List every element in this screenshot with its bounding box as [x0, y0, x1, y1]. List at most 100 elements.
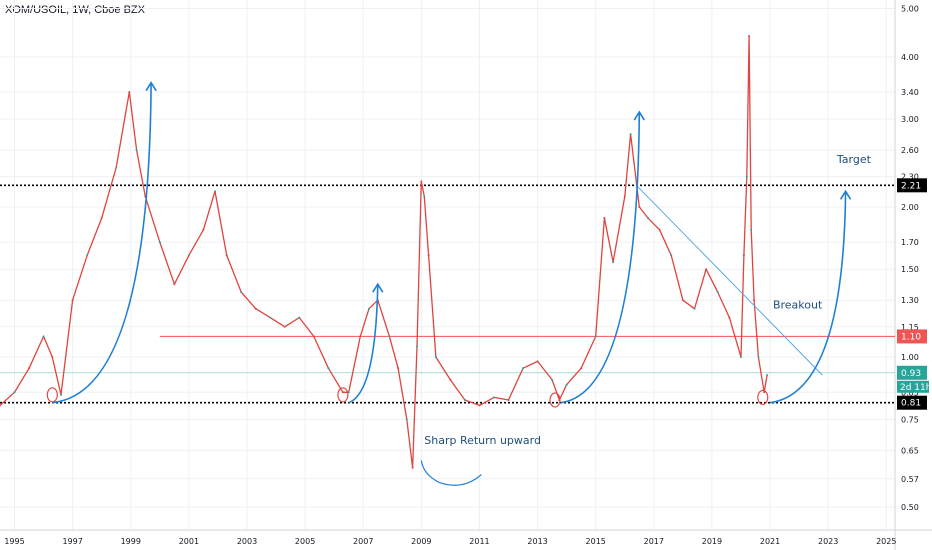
level-badge-label: 0.81 [901, 399, 921, 409]
price-point [100, 217, 103, 220]
price-point [507, 399, 510, 402]
growth-arrowhead [372, 282, 384, 293]
growth-arrowhead [145, 81, 157, 92]
price-point [423, 195, 426, 198]
growth-arrow [769, 191, 847, 404]
x-tick-label: 2011 [469, 537, 489, 546]
price-point [388, 335, 391, 338]
price-point [298, 316, 301, 319]
price-point [415, 345, 418, 348]
y-tick-label: 1.50 [901, 265, 919, 274]
symbol-title: XOM/USOIL, 1W, Cboe BZX [5, 4, 145, 16]
price-point [681, 299, 684, 302]
price-point [427, 254, 430, 257]
price-point [603, 217, 606, 220]
price-point [522, 367, 525, 370]
x-tick-label: 2007 [353, 537, 373, 546]
price-point [327, 367, 330, 370]
level-badge [897, 395, 927, 410]
price-point [449, 378, 452, 381]
y-tick-label: 0.75 [901, 415, 919, 424]
price-point [411, 466, 414, 469]
price-point [750, 228, 753, 231]
price-point [623, 195, 626, 198]
price-point [0, 404, 1, 407]
y-tick-label: 2.30 [901, 173, 919, 182]
growth-arrowhead [633, 110, 645, 121]
price-point [42, 335, 45, 338]
price-point [745, 175, 748, 178]
price-point [753, 299, 756, 302]
price-point [135, 149, 138, 152]
price-point [638, 205, 641, 208]
y-tick-label: 4.00 [901, 53, 919, 62]
sharp-return-label: Sharp Return upward [424, 434, 541, 447]
price-point [71, 299, 74, 302]
price-point [254, 307, 257, 310]
price-point [158, 241, 161, 244]
price-point [748, 35, 751, 38]
price-point [551, 378, 554, 381]
price-point [312, 335, 315, 338]
price-point [28, 367, 31, 370]
x-tick-label: 2001 [179, 537, 199, 546]
price-point [359, 335, 362, 338]
y-tick-label: 0.57 [901, 475, 919, 484]
level-badge-label: 2.21 [901, 181, 921, 191]
x-tick-label: 2003 [237, 537, 257, 546]
price-point [536, 360, 539, 363]
price-point [612, 261, 615, 264]
x-tick-label: 1995 [4, 537, 24, 546]
trendline [636, 184, 823, 376]
x-tick-label: 2023 [818, 537, 838, 546]
x-tick-label: 2025 [876, 537, 896, 546]
price-point [565, 383, 568, 386]
sharp-return-curve [420, 460, 482, 486]
price-point [739, 356, 742, 359]
growth-arrowhead [839, 189, 852, 200]
price-point [594, 335, 597, 338]
price-point [283, 325, 286, 328]
price-point [658, 228, 661, 231]
x-tick-label: 1997 [62, 537, 82, 546]
price-point [693, 307, 696, 310]
price-point [629, 133, 632, 136]
y-tick-label: 1.30 [901, 296, 919, 305]
price-point [240, 291, 243, 294]
breakout-label: Breakout [773, 299, 823, 312]
last-price-badge [897, 365, 927, 380]
price-point [187, 254, 190, 257]
price-point [51, 356, 54, 359]
x-tick-label: 1999 [121, 537, 141, 546]
x-tick-label: 2013 [527, 537, 547, 546]
price-point [405, 418, 408, 421]
price-point [757, 356, 760, 359]
price-point [580, 367, 583, 370]
growth-arrow [52, 82, 152, 404]
level-badge [897, 329, 927, 344]
price-point [128, 91, 131, 94]
level-badge-label: 1.10 [901, 332, 921, 342]
last-price-label: 0.93 [901, 369, 921, 379]
growth-arrow [348, 284, 379, 404]
price-point [463, 399, 466, 402]
y-tick-label: 1.15 [901, 323, 919, 332]
target-label: Target [836, 153, 872, 166]
y-tick-label: 0.50 [901, 503, 919, 512]
price-point [420, 180, 423, 183]
price-series-line [0, 35, 768, 469]
price-point [728, 316, 731, 319]
y-tick-label: 5.00 [901, 4, 919, 13]
bottom-circle-marker [337, 387, 349, 403]
price-point [269, 316, 272, 319]
price-point [13, 391, 16, 394]
countdown-badge [897, 380, 929, 393]
bottom-circle-marker [549, 392, 561, 408]
price-point [225, 254, 228, 257]
price-point [397, 367, 400, 370]
x-tick-label: 2019 [702, 537, 722, 546]
price-point [434, 356, 437, 359]
y-tick-label: 1.00 [901, 353, 919, 362]
